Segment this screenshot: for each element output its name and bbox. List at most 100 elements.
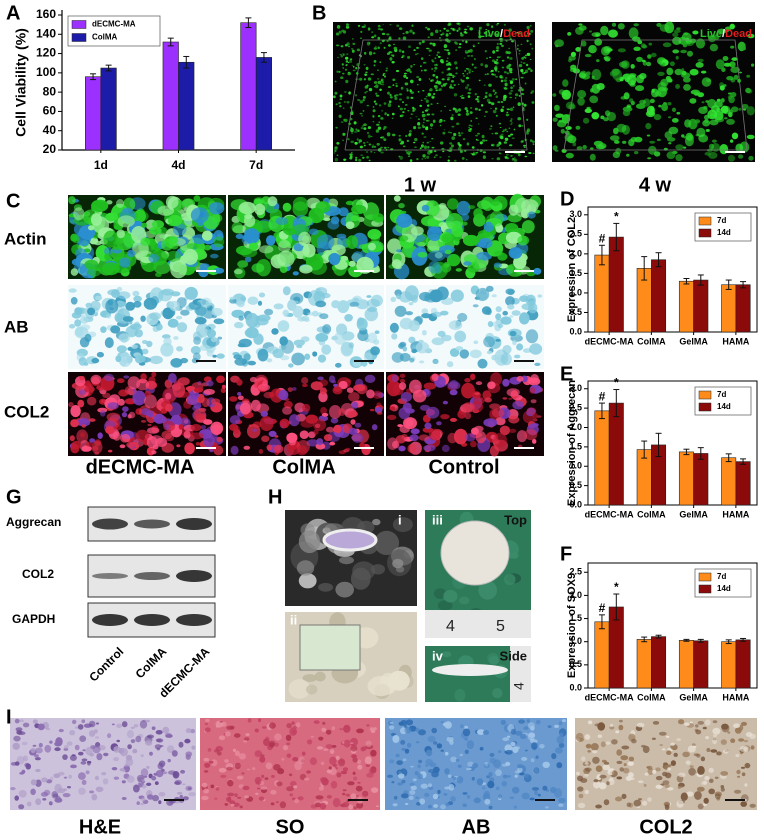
texture-dot (229, 415, 241, 425)
texture-dot (422, 330, 427, 336)
texture-dot (595, 765, 603, 772)
texture-dot (652, 769, 657, 774)
texture-dot (662, 771, 668, 777)
texture-dot (439, 156, 442, 158)
texture-dot (370, 73, 374, 76)
panel-label: E (560, 363, 573, 385)
texture-dot (410, 151, 412, 154)
texture-dot (180, 357, 189, 364)
texture-dot (278, 239, 291, 253)
texture-dot (336, 772, 342, 778)
texture-dot (381, 110, 383, 112)
texture-dot (619, 61, 628, 68)
texture-dot (621, 793, 627, 800)
texture-dot (450, 756, 457, 763)
texture-dot (350, 745, 358, 752)
texture-dot (578, 793, 584, 799)
texture-dot (603, 117, 609, 122)
texture-dot (166, 250, 181, 263)
texture-dot (406, 68, 410, 72)
texture-dot (499, 127, 502, 128)
live-text: Live (700, 28, 722, 40)
texture-dot (91, 793, 98, 801)
texture-dot (601, 46, 610, 56)
texture-dot (164, 423, 170, 431)
texture-dot (334, 157, 339, 162)
texture-dot (54, 797, 63, 803)
texture-dot (370, 408, 375, 412)
texture-dot (116, 199, 125, 208)
texture-dot (352, 65, 355, 68)
texture-dot (334, 331, 347, 345)
texture-dot (433, 156, 436, 158)
texture-dot (227, 799, 231, 803)
texture-dot (698, 106, 708, 115)
texture-dot (12, 742, 20, 750)
texture-dot (209, 449, 214, 453)
bar (721, 284, 737, 333)
texture-dot (277, 250, 295, 267)
texture-dot (300, 523, 315, 537)
texture-dot (446, 29, 450, 32)
texture-dot (329, 441, 336, 446)
panel-label: C (6, 190, 20, 212)
y-tick-label: 120 (36, 46, 56, 60)
texture-dot (361, 115, 363, 117)
texture-dot (441, 147, 445, 150)
legend-swatch (71, 20, 87, 29)
texture-dot (424, 109, 428, 112)
texture-dot (163, 337, 172, 346)
texture-dot (18, 804, 25, 810)
texture-dot (380, 78, 384, 82)
texture-dot (260, 754, 265, 757)
texture-dot (357, 99, 361, 101)
texture-dot (230, 445, 239, 455)
texture-dot (92, 745, 101, 754)
y-tick-label: 80 (43, 84, 57, 98)
texture-dot (155, 770, 164, 778)
texture-dot (441, 78, 445, 81)
texture-dot (458, 596, 470, 605)
texture-dot (435, 63, 438, 65)
texture-dot (288, 363, 294, 368)
texture-dot (422, 90, 425, 92)
texture-dot (465, 112, 470, 116)
texture-dot (531, 90, 535, 93)
texture-dot (409, 358, 415, 363)
texture-dot (515, 78, 517, 81)
texture-dot (697, 765, 705, 775)
texture-dot (524, 749, 528, 752)
texture-dot (200, 425, 207, 430)
texture-dot (457, 113, 461, 116)
texture-dot (489, 752, 495, 757)
texture-dot (589, 30, 592, 33)
texture-dot (80, 432, 85, 438)
texture-dot (364, 756, 372, 765)
texture-dot (363, 144, 366, 147)
texture-dot (523, 144, 527, 147)
texture-dot (491, 294, 497, 298)
texture-dot (512, 339, 517, 346)
texture-dot (513, 255, 527, 270)
texture-dot (265, 736, 270, 742)
texture-dot (622, 767, 630, 774)
texture-dot (427, 735, 436, 743)
texture-dot (382, 24, 385, 25)
texture-dot (460, 132, 464, 135)
texture-dot (182, 796, 189, 801)
texture-dot (527, 32, 531, 36)
texture-dot (213, 267, 225, 274)
bar (85, 76, 102, 151)
texture-dot (174, 781, 181, 785)
texture-dot (396, 69, 399, 73)
texture-dot (714, 776, 719, 779)
texture-dot (585, 743, 592, 749)
texture-dot (428, 783, 432, 788)
texture-dot (478, 108, 481, 111)
texture-dot (591, 32, 601, 37)
texture-dot (462, 728, 471, 737)
x-tick-label: dECMC-MA (585, 336, 634, 346)
texture-dot (441, 32, 445, 36)
texture-dot (478, 438, 485, 444)
texture-dot (347, 138, 350, 141)
